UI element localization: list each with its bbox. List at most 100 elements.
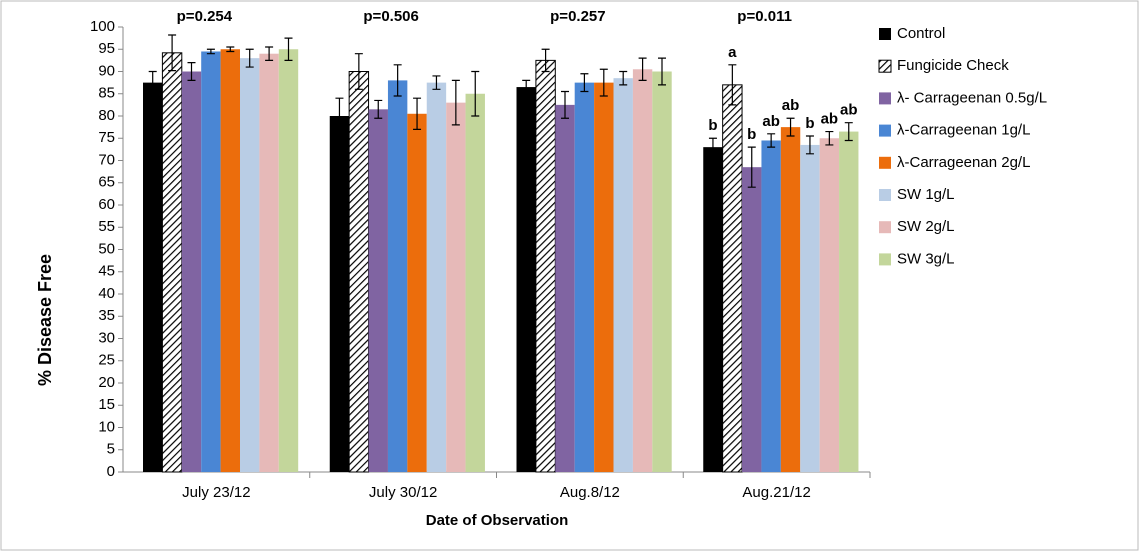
error-bar xyxy=(561,90,569,119)
legend-label: Control xyxy=(897,25,945,42)
error-bar xyxy=(728,64,737,106)
y-tick-label: 70 xyxy=(98,151,115,168)
bar xyxy=(703,147,723,472)
error-bar xyxy=(206,48,215,55)
y-tick-label: 20 xyxy=(98,374,115,391)
bar xyxy=(535,59,556,473)
y-tick-label: 35 xyxy=(98,307,115,324)
annotation: p=0.506 xyxy=(363,8,418,25)
error-bar xyxy=(786,117,795,137)
legend-label: SW 2g/L xyxy=(897,218,955,235)
bar xyxy=(516,87,536,472)
annotation: p=0.257 xyxy=(550,8,605,25)
annotation: p=0.254 xyxy=(177,8,233,25)
bar xyxy=(220,49,240,472)
legend-swatch xyxy=(879,124,891,137)
y-tick-label: 85 xyxy=(98,85,115,102)
y-tick-label: 75 xyxy=(98,129,115,146)
x-axis-title: Date of Observation xyxy=(426,512,569,529)
group-letter: ab xyxy=(782,97,800,114)
legend-label: λ-Carrageenan 2g/L xyxy=(897,154,1030,171)
bar xyxy=(348,71,370,473)
y-axis-title: % Disease Free xyxy=(35,254,55,386)
x-tick-label: July 30/12 xyxy=(369,484,437,501)
legend-label: Fungicide Check xyxy=(897,57,1009,74)
y-tick-label: 45 xyxy=(98,263,115,280)
error-bar xyxy=(658,57,666,86)
bar xyxy=(446,102,466,473)
legend-label: SW 3g/L xyxy=(897,250,955,267)
error-bar xyxy=(599,68,608,97)
legend-swatch xyxy=(879,156,891,169)
bar xyxy=(407,113,427,473)
error-bar xyxy=(168,34,177,72)
y-tick-label: 90 xyxy=(98,62,115,79)
legend-label: SW 1g/L xyxy=(897,186,955,203)
error-bar xyxy=(619,70,628,86)
y-tick-label: 60 xyxy=(98,196,115,213)
bar xyxy=(465,93,485,472)
error-bar xyxy=(451,79,460,126)
y-tick-label: 100 xyxy=(90,18,115,35)
bar xyxy=(574,82,595,472)
legend-label: λ-Carrageenan 1g/L xyxy=(897,122,1030,139)
error-bar xyxy=(767,133,776,148)
error-bar xyxy=(393,64,402,97)
bar xyxy=(555,104,575,472)
bar xyxy=(780,127,801,472)
y-tick-label: 80 xyxy=(98,107,115,124)
y-tick-label: 95 xyxy=(98,40,115,57)
error-bar xyxy=(825,130,834,146)
error-bar xyxy=(374,99,383,119)
error-bar xyxy=(541,48,550,73)
error-bar xyxy=(245,48,254,68)
legend-swatch xyxy=(878,59,892,73)
error-bar xyxy=(265,46,274,61)
bar xyxy=(632,69,653,473)
legend-swatch xyxy=(879,92,891,105)
y-tick-label: 25 xyxy=(98,352,115,369)
error-bar xyxy=(187,62,196,81)
bar xyxy=(329,116,350,472)
y-tick-label: 55 xyxy=(98,218,115,235)
y-tick-label: 15 xyxy=(98,396,115,413)
bar xyxy=(181,71,202,472)
error-bar xyxy=(226,46,235,53)
error-bar xyxy=(148,70,157,95)
bar xyxy=(800,144,820,473)
y-tick-label: 10 xyxy=(98,418,115,435)
bar xyxy=(143,82,163,472)
bar xyxy=(761,140,781,472)
y-tick-label: 50 xyxy=(98,240,115,257)
y-tick-label: 65 xyxy=(98,174,115,191)
x-tick-label: Aug.8/12 xyxy=(560,484,620,501)
group-letter: ab xyxy=(840,102,858,119)
bar xyxy=(722,84,743,473)
error-bar xyxy=(747,146,756,188)
group-letter: ab xyxy=(762,113,780,130)
error-bar xyxy=(335,97,344,135)
legend-swatch xyxy=(879,253,891,266)
bar xyxy=(594,82,614,472)
group-letter: b xyxy=(708,117,717,134)
group-letter: a xyxy=(728,44,737,61)
legend-swatch xyxy=(879,28,891,40)
bar xyxy=(259,53,279,472)
bar xyxy=(839,131,859,472)
y-tick-label: 40 xyxy=(98,285,115,302)
bar xyxy=(161,52,183,473)
y-tick-label: 5 xyxy=(107,441,115,458)
bar xyxy=(201,51,221,472)
bar xyxy=(613,78,633,473)
bar xyxy=(742,167,762,473)
bar xyxy=(240,58,260,473)
bar xyxy=(426,82,447,472)
annotation: p=0.011 xyxy=(737,8,792,25)
error-bar xyxy=(522,79,531,95)
error-bar xyxy=(471,70,480,117)
y-tick-label: 0 xyxy=(107,463,115,480)
group-letter: b xyxy=(747,126,756,143)
group-letter: ab xyxy=(821,111,839,128)
